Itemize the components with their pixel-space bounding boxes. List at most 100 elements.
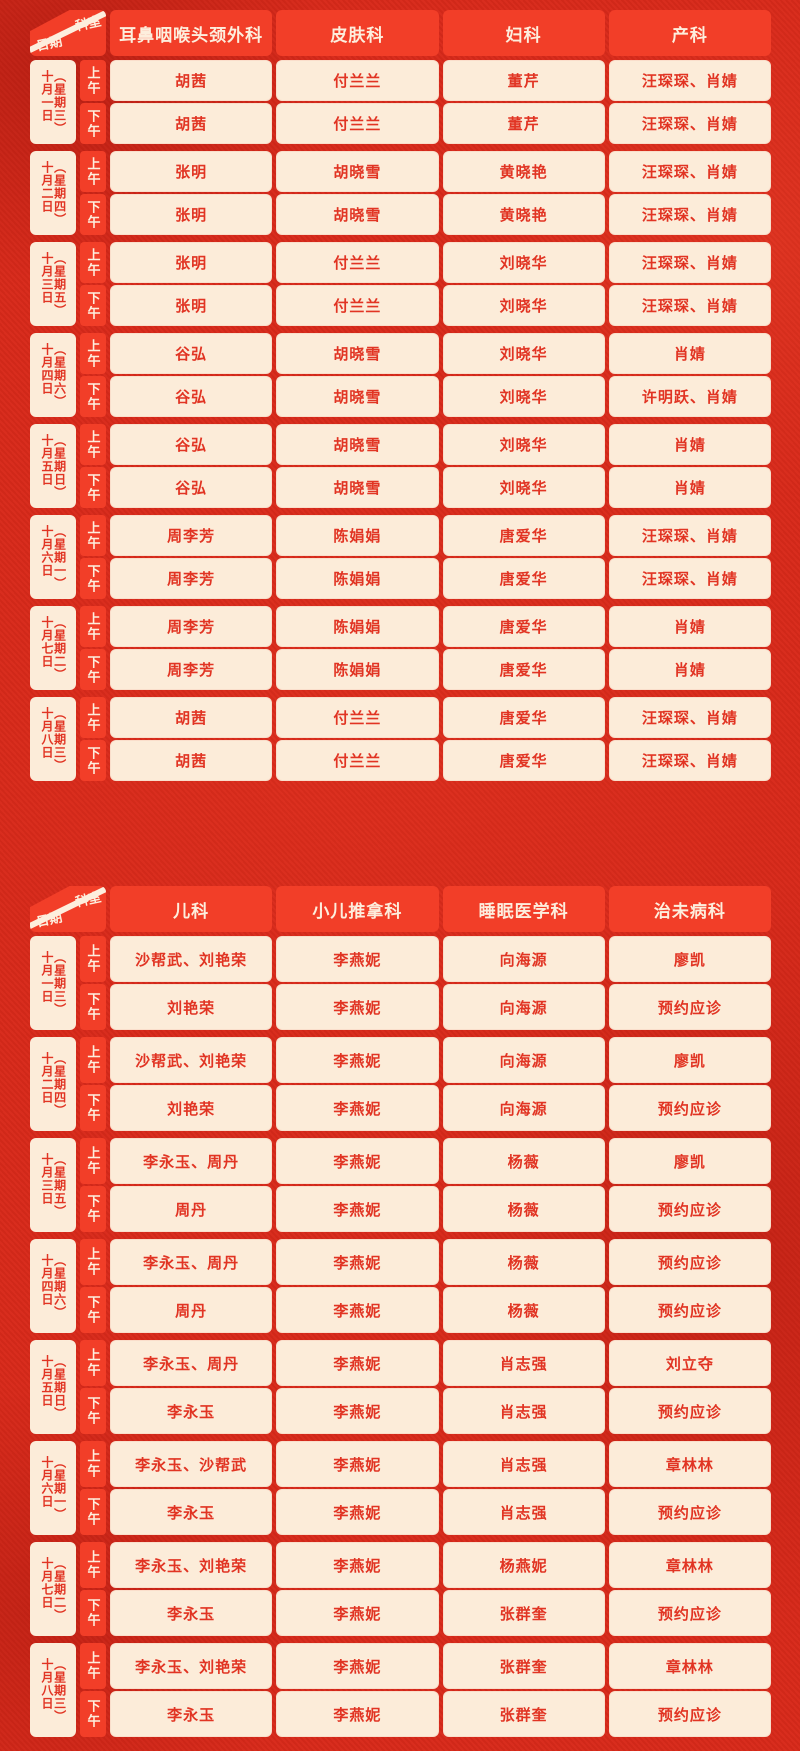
schedule-cell: 汪琛琛、肖婧 [608,558,771,599]
schedule-cell: 李永玉 [110,1388,273,1434]
date-group: 十月二日 （星期四） 上午 沙帮武、刘艳荣 李燕妮 向海源 廖凯 下午 刘艳荣 李燕妮 向海源 预约应… [30,1037,771,1131]
schedule-cell: 李燕妮 [276,1085,439,1131]
date-cell: 十月六日 （星期一） [30,1441,76,1535]
schedule-cell: 董芹 [442,60,605,101]
schedule-cell: 刘艳荣 [110,984,273,1030]
session-label-am: 上午 [80,1340,106,1386]
date-text: 十月六日 [40,524,54,577]
schedule-cell: 刘晓华 [442,376,605,417]
schedule-cell: 李永玉、周丹 [110,1340,273,1386]
schedule-cell: 杨薇 [442,1239,605,1285]
session-label-am: 上午 [80,697,106,738]
session-label-pm: 下午 [80,285,106,326]
date-group: 十月五日 （星期日） 上午 谷弘 胡晓雪 刘晓华 肖婧 下午 谷弘 胡晓雪 刘晓华 肖婧 [30,424,771,508]
date-group: 十月四日 （星期六） 上午 李永玉、周丹 李燕妮 杨薇 预约应诊 下午 周丹 李燕妮 杨薇 预约应诊 [30,1239,771,1333]
date-label: 十月一日 （星期三） [40,69,67,135]
schedule-cell: 李燕妮 [276,984,439,1030]
schedule-cell: 谷弘 [110,467,273,508]
date-label: 十月四日 （星期六） [40,342,67,408]
date-cell: 十月四日 （星期六） [30,1239,76,1333]
session-label-am: 上午 [80,515,106,556]
date-label: 十月五日 （星期日） [40,1354,67,1420]
date-label: 十月一日 （星期三） [40,950,67,1016]
schedule-cell: 预约应诊 [608,1489,771,1535]
schedule-cell: 胡晓雪 [276,194,439,235]
session-label-pm: 下午 [80,1388,106,1434]
date-label: 十月七日 （星期二） [40,1556,67,1622]
schedule-cell: 李燕妮 [276,1691,439,1737]
session-label-am: 上午 [80,60,106,101]
schedule-cell: 刘晓华 [442,333,605,374]
schedule-cell: 肖志强 [442,1441,605,1487]
schedule-cell: 张明 [110,285,273,326]
schedule-cell: 汪琛琛、肖婧 [608,60,771,101]
date-text: 十月八日 [40,706,54,759]
schedule-cell: 李永玉、周丹 [110,1239,273,1285]
schedule-cell: 张群奎 [442,1643,605,1689]
date-cell: 十月一日 （星期三） [30,60,76,144]
weekday-text: （星期日） [52,433,67,499]
schedule-cell: 李燕妮 [276,1239,439,1285]
schedule-cell: 胡茜 [110,60,273,101]
session-label-pm: 下午 [80,103,106,144]
weekday-text: （星期一） [52,524,67,590]
column-header: 治未病科 [608,886,771,932]
weekday-text: （星期六） [52,342,67,408]
date-label: 十月六日 （星期一） [40,1456,67,1521]
weekday-text: （星期三） [52,1657,67,1723]
schedule-cell: 刘立夺 [608,1340,771,1386]
schedule-tables: 科室 日期 耳鼻咽喉头颈外科 皮肤科 妇科 产科 十月一日 （星期三） 上午 胡茜 付兰兰 董芹 汪琛琛… [30,10,771,1744]
schedule-cell: 李燕妮 [276,1138,439,1184]
schedule-cell: 谷弘 [110,376,273,417]
corner-cell: 科室 日期 [30,10,106,56]
column-header: 耳鼻咽喉头颈外科 [110,10,273,56]
corner-label-department: 科室 [73,889,103,910]
session-label-pm: 下午 [80,1186,106,1232]
date-text: 十月二日 [40,160,54,213]
date-group: 十月一日 （星期三） 上午 沙帮武、刘艳荣 李燕妮 向海源 廖凯 下午 刘艳荣 李燕妮 向海源 预约应… [30,936,771,1030]
weekday-text: （星期二） [52,615,67,681]
date-text: 十月四日 [40,342,54,395]
schedule-cell: 李永玉、刘艳荣 [110,1643,273,1689]
date-text: 十月一日 [40,69,54,122]
schedule-cell: 杨燕妮 [442,1542,605,1588]
schedule-cell: 刘晓华 [442,424,605,465]
session-label-am: 上午 [80,424,106,465]
date-group: 十月六日 （星期一） 上午 周李芳 陈娟娟 唐爱华 汪琛琛、肖婧 下午 周李芳 陈娟娟 唐爱华 汪琛琛… [30,515,771,599]
date-group: 十月二日 （星期四） 上午 张明 胡晓雪 黄晓艳 汪琛琛、肖婧 下午 张明 胡晓雪 黄晓艳 汪琛琛、肖… [30,151,771,235]
schedule-cell: 许明跃、肖婧 [608,376,771,417]
schedule-cell: 预约应诊 [608,1388,771,1434]
session-label-am: 上午 [80,1643,106,1689]
schedule-cell: 杨薇 [442,1287,605,1333]
schedule-cell: 唐爱华 [442,515,605,556]
schedule-cell: 汪琛琛、肖婧 [608,151,771,192]
schedule-cell: 肖婧 [608,424,771,465]
session-label-pm: 下午 [80,1489,106,1535]
schedule-cell: 李燕妮 [276,1643,439,1689]
date-label: 十月三日 （星期五） [40,1153,67,1218]
date-group: 十月四日 （星期六） 上午 谷弘 胡晓雪 刘晓华 肖婧 下午 谷弘 胡晓雪 刘晓华 许明跃、肖婧 [30,333,771,417]
schedule-cell: 胡茜 [110,103,273,144]
schedule-cell: 章林林 [608,1643,771,1689]
column-header: 产科 [608,10,771,56]
schedule-cell: 肖婧 [608,649,771,690]
schedule-cell: 汪琛琛、肖婧 [608,515,771,556]
session-label-pm: 下午 [80,1287,106,1333]
schedule-cell: 付兰兰 [276,285,439,326]
schedule-cell: 唐爱华 [442,606,605,647]
header-row: 科室 日期 耳鼻咽喉头颈外科 皮肤科 妇科 产科 [30,10,771,56]
schedule-cell: 周李芳 [110,558,273,599]
weekday-text: （星期三） [52,950,67,1016]
date-cell: 十月五日 （星期日） [30,424,76,508]
schedule-cell: 董芹 [442,103,605,144]
schedule-cell: 汪琛琛、肖婧 [608,242,771,283]
weekday-text: （星期日） [52,1354,67,1420]
weekday-text: （星期二） [52,1556,67,1622]
date-cell: 十月七日 （星期二） [30,606,76,690]
schedule-cell: 预约应诊 [608,1590,771,1636]
schedule-cell: 胡晓雪 [276,376,439,417]
header-row: 科室 日期 儿科 小儿推拿科 睡眠医学科 治未病科 [30,886,771,932]
schedule-cell: 杨薇 [442,1186,605,1232]
schedule-cell: 廖凯 [608,1037,771,1083]
schedule-cell: 刘晓华 [442,242,605,283]
